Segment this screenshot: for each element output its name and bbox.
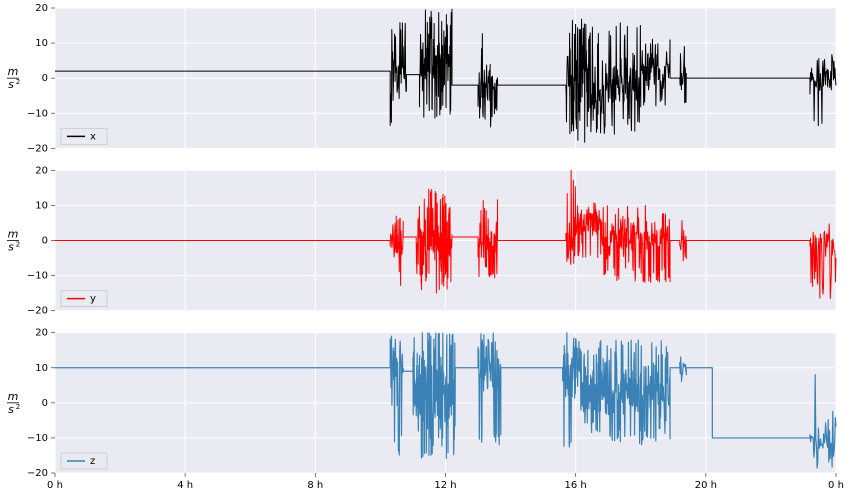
xtick-label: 8 h (307, 480, 323, 491)
svg-text:2: 2 (16, 403, 20, 411)
xtick-label: 20 h (695, 480, 717, 491)
xtick-label: 12 h (434, 480, 456, 491)
svg-text:s: s (8, 241, 14, 254)
svg-text:m: m (8, 390, 19, 403)
xtick-label: 16 h (565, 480, 587, 491)
ytick-label: −20 (27, 143, 48, 154)
ytick-label: 20 (35, 165, 48, 176)
legend-label: y (90, 294, 96, 305)
ytick-label: −20 (27, 306, 48, 317)
ytick-label: 0 (42, 73, 48, 84)
svg-text:m: m (8, 65, 19, 78)
ytick-label: 20 (35, 3, 48, 14)
chart-svg: −20−1001020ms2x−20−1001020ms2y−20−100102… (0, 0, 850, 501)
ytick-label: 20 (35, 328, 48, 339)
panel-z: −20 −10 0 10 20 ms2 z 0 h 4 h 8 h 12 h 16 h 20 h 0 h (7, 328, 844, 491)
svg-text:2: 2 (16, 78, 20, 86)
svg-text:2: 2 (16, 241, 20, 249)
ytick-label: 10 (35, 363, 48, 374)
xtick-label: 0 h (47, 480, 63, 491)
xtick-label: 0 h (828, 480, 844, 491)
accelerometer-triple-plot: −20−1001020ms2x−20−1001020ms2y−20−100102… (0, 0, 850, 501)
ytick-label: −10 (27, 271, 48, 282)
ytick-label: −10 (27, 433, 48, 444)
legend-label: x (90, 131, 96, 142)
ytick-label: 10 (35, 200, 48, 211)
ytick-label: 0 (42, 236, 48, 247)
svg-text:m: m (8, 228, 19, 241)
ytick-label: 10 (35, 38, 48, 49)
ytick-label: −10 (27, 108, 48, 119)
panel-x: −20 −10 0 10 20 ms2 x (7, 3, 836, 154)
panel-y: −20 −10 0 10 20 ms2 y (7, 165, 836, 316)
svg-text:s: s (8, 403, 14, 416)
svg-text:s: s (8, 78, 14, 91)
legend-label: z (90, 456, 95, 467)
ytick-label: 0 (42, 398, 48, 409)
ytick-label: −20 (27, 468, 48, 479)
xtick-label: 4 h (177, 480, 193, 491)
